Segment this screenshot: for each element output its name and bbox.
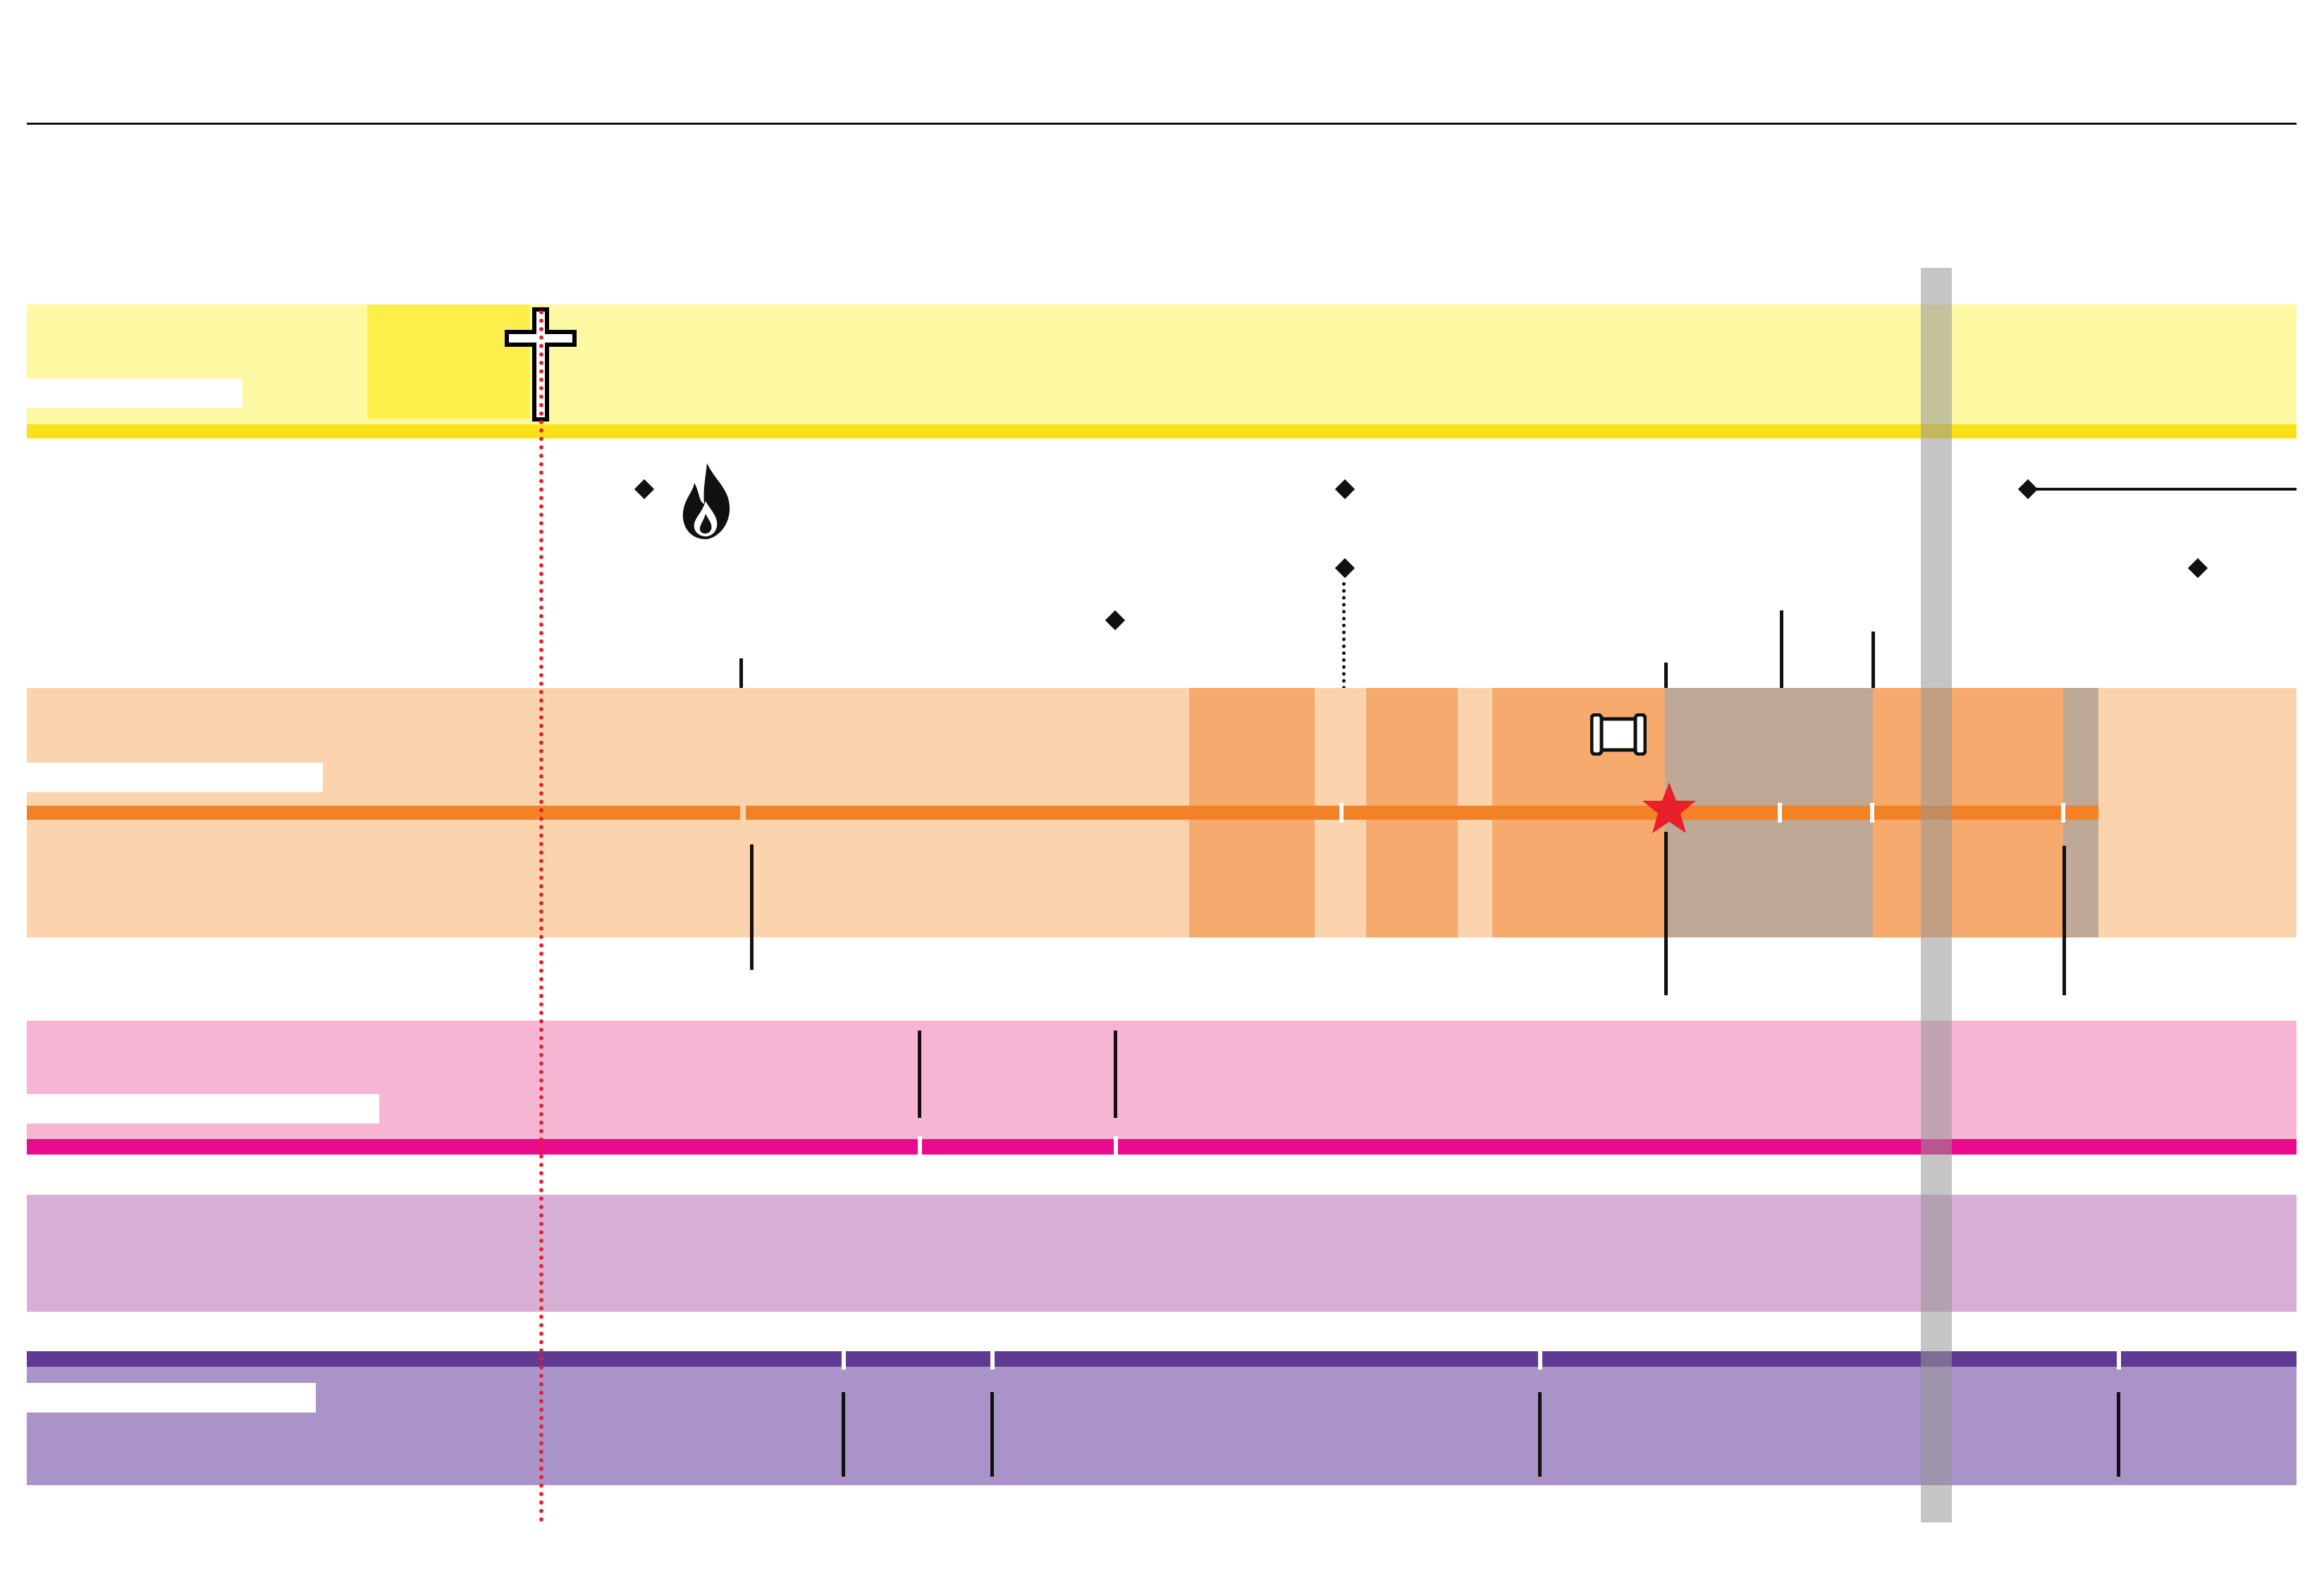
jesus-line [27,424,2297,438]
council-marker [1334,558,1355,579]
jesus-row-label [27,379,242,408]
emperors-line [27,1351,2297,1367]
paul-line-gap-council [1339,803,1344,823]
agrippa1-end-line [1114,1031,1117,1118]
vespasian-start-line [2117,1392,2120,1477]
pentecost-marker [634,479,655,500]
jerusalem-destroyed-marker [2187,558,2208,579]
nero-start-line [1538,1392,1542,1477]
arrest-line [1664,832,1668,995]
claudius-start-line [990,1392,994,1477]
james-marker [1105,610,1126,631]
year-64-highlight [1921,268,1952,1522]
expelled-marker [1334,479,1355,500]
paul-row-label [27,763,323,792]
kings-line-gap-2 [1114,1136,1118,1157]
kings-band [27,1021,2297,1139]
governors-band [27,1195,2297,1312]
paul-line-gap-conversion [740,803,746,823]
kings-line [27,1139,2297,1155]
agrippa1-start-line [918,1031,921,1118]
scroll-icon [1590,713,1647,756]
fire-icon [679,462,734,541]
jesus-ministry-block [367,304,529,419]
emperors-line-gap-3 [1538,1348,1542,1370]
council-dotted-line [1342,582,1346,787]
paul-line-gap-final [2061,803,2065,823]
jewish-revolt-line [2028,488,2297,491]
paul-life-line [27,806,2098,820]
emperors-row-label [27,1383,316,1413]
paul-line-gap-voyage [1778,803,1782,823]
voyage-rome-line [1780,610,1783,737]
second-imprisonment-line [2062,846,2066,995]
title-rule [27,123,2297,125]
kings-row-label-2 [27,1094,379,1124]
kings-line-gap-1 [918,1136,922,1157]
paul-line-gap-release [1870,803,1874,823]
star-icon [1641,781,1697,835]
emperors-line-gap-4 [2117,1348,2121,1370]
emperors-band [27,1367,2297,1485]
year-30-red-line [539,310,543,1522]
emperors-line-gap-2 [990,1348,995,1370]
conversion-line [750,844,754,970]
emperors-line-gap-1 [842,1348,846,1370]
caligula-start-line [842,1392,845,1477]
